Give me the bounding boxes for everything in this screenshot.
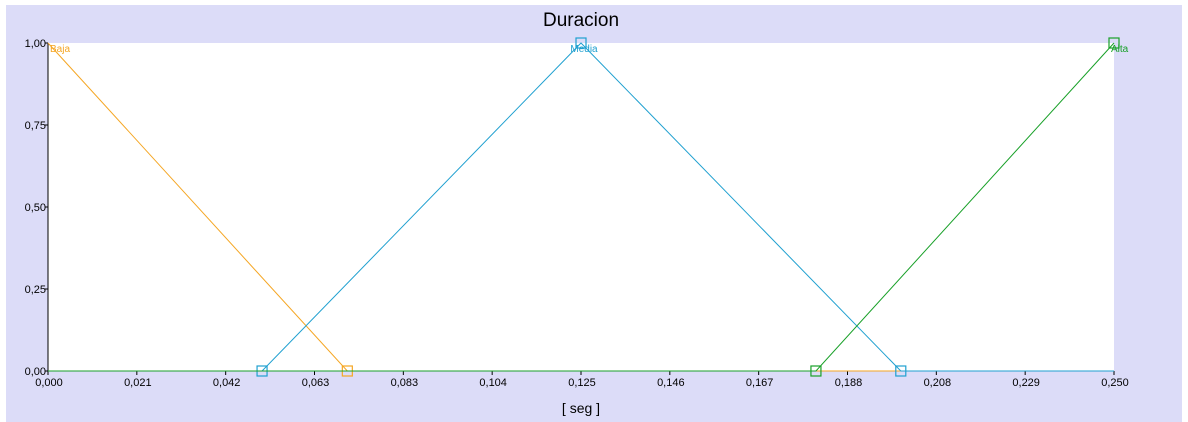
membership-chart: Duracion 0,000 0,021 0,042 0,063 0,083 0,104 0… [25,10,1129,416]
series-point-marker[interactable] [810,365,822,377]
x-tick-label: 0,250 [1101,377,1129,389]
x-tick-label: 0,229 [1012,377,1040,389]
y-tick-label: 0,50 [25,202,46,214]
x-tick-label: 0,146 [657,377,685,389]
chart-title: Duracion [543,10,619,31]
y-tick-label: 1,00 [25,38,46,50]
x-tick-label: 0,125 [568,377,596,389]
y-tick-label: 0,00 [25,366,46,378]
series-label: Baja [50,44,70,55]
x-tick-label: 0,083 [391,377,419,389]
series-label: Media [570,44,598,55]
series-point-marker[interactable] [575,37,587,49]
series-alta: Alta [48,37,1129,377]
series-layer: Baja Media Alta [47,37,1129,377]
x-tick-label: 0,042 [213,377,241,389]
x-axis-label: [ seg ] [562,400,600,416]
x-tick-label: 0,167 [746,377,774,389]
x-tick-label: 0,104 [479,377,507,389]
x-tick-label: 0,063 [302,377,330,389]
y-tick-label: 0,25 [25,284,46,296]
series-line [48,42,1115,372]
x-tick-label: 0,188 [835,377,863,389]
axes: 0,000 0,021 0,042 0,063 0,083 0,104 0,125 0,146… [25,38,1129,389]
x-tick-label: 0,000 [35,377,63,389]
plot-area [48,43,1114,371]
y-tick-label: 0,75 [25,120,46,132]
series-label: Alta [1111,44,1129,55]
x-tick-label: 0,208 [924,377,952,389]
series-point-marker[interactable] [895,365,907,377]
series-point-marker[interactable] [1108,37,1120,49]
chart-frame: Duracion 0,000 0,021 0,042 0,063 0,083 0,104 0… [6,5,1182,422]
x-tick-label: 0,021 [124,377,152,389]
